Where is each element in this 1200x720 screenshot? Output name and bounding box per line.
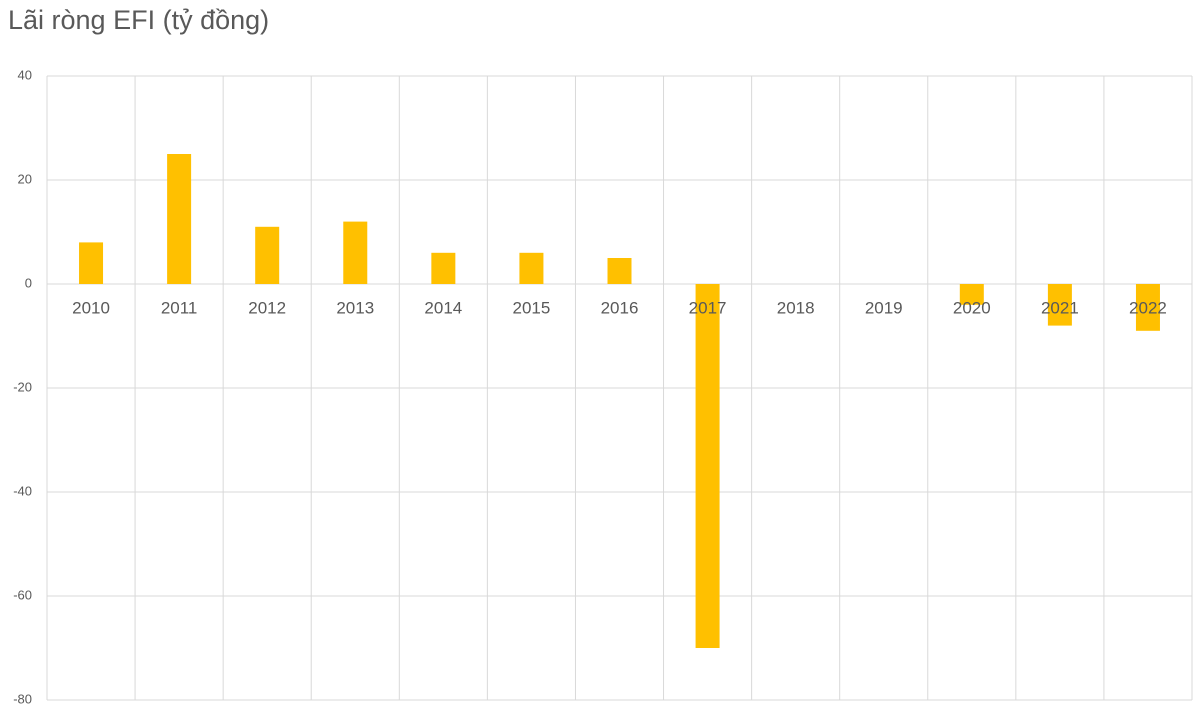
x-tick-label: 2017: [689, 298, 727, 317]
bar: [1135, 284, 1160, 331]
x-tick-label: 2021: [1041, 298, 1079, 317]
x-tick-label: 2018: [777, 298, 815, 317]
y-tick-label: -40: [13, 483, 32, 498]
bar: [431, 252, 456, 284]
bar: [79, 242, 104, 284]
bar: [959, 284, 984, 305]
y-tick-label: 0: [25, 275, 32, 290]
x-tick-label: 2016: [601, 298, 639, 317]
bar: [519, 252, 544, 284]
bar: [255, 226, 280, 284]
y-tick-label: 40: [18, 67, 32, 82]
y-tick-label: 20: [18, 171, 32, 186]
x-tick-label: 2013: [336, 298, 374, 317]
chart-title: Lãi ròng EFI (tỷ đồng): [8, 5, 269, 35]
x-tick-label: 2014: [424, 298, 462, 317]
x-tick-label: 2020: [953, 298, 991, 317]
x-tick-label: 2010: [72, 298, 110, 317]
y-tick-label: -80: [13, 691, 32, 706]
x-tick-label: 2019: [865, 298, 903, 317]
bar: [607, 258, 632, 284]
x-tick-label: 2012: [248, 298, 286, 317]
x-tick-label: 2015: [513, 298, 551, 317]
bar: [167, 154, 192, 284]
bar: [695, 284, 720, 648]
x-tick-label: 2022: [1129, 298, 1167, 317]
x-tick-label: 2011: [161, 298, 198, 317]
y-tick-label: -20: [13, 379, 32, 394]
bar: [1047, 284, 1072, 326]
bar: [343, 221, 368, 284]
y-tick-label: -60: [13, 587, 32, 602]
